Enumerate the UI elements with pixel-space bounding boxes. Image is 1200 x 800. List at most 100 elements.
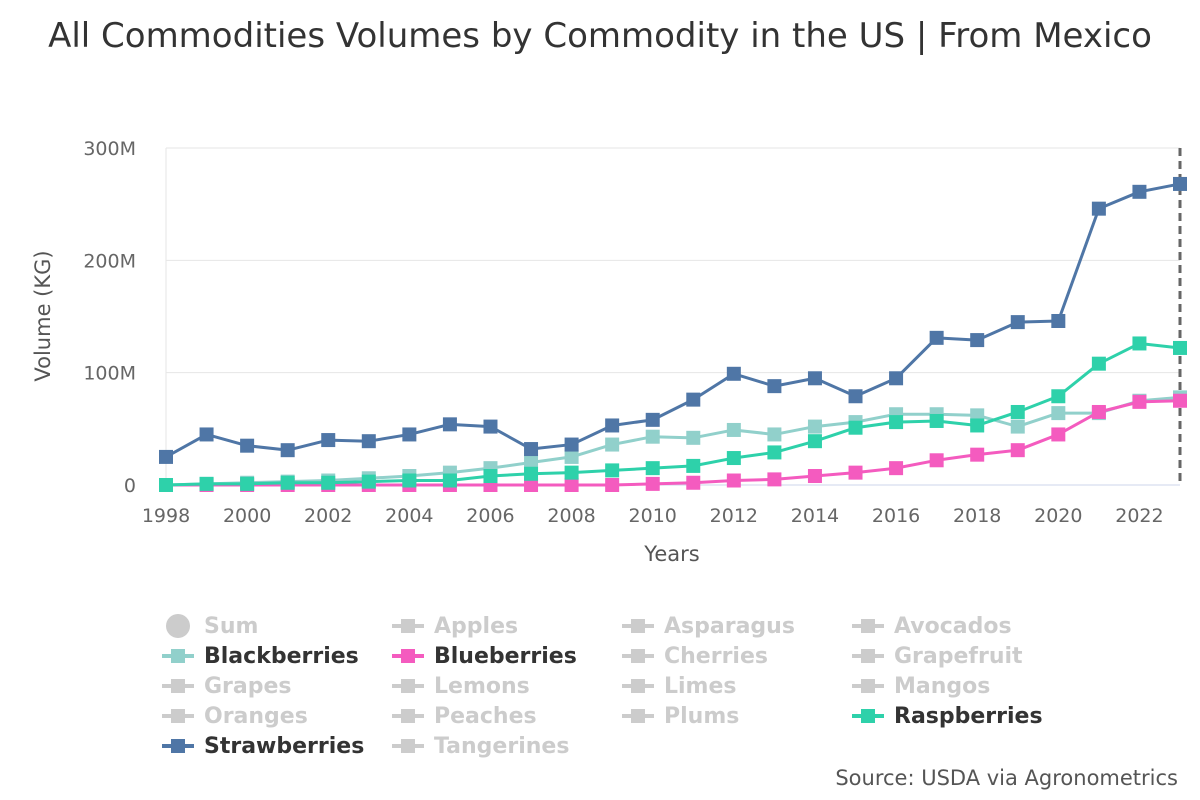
data-point[interactable]	[889, 371, 904, 386]
data-point[interactable]	[929, 330, 944, 345]
data-point[interactable]	[402, 473, 417, 488]
data-point[interactable]	[645, 412, 660, 427]
legend-item-cherries[interactable]: Cherries	[622, 641, 768, 671]
data-point[interactable]	[929, 453, 944, 468]
data-point[interactable]	[767, 445, 782, 460]
data-point[interactable]	[970, 447, 985, 462]
data-point[interactable]	[807, 419, 822, 434]
data-point[interactable]	[767, 427, 782, 442]
chart-source[interactable]: Source: USDA via Agronometrics	[835, 766, 1178, 790]
data-point[interactable]	[807, 434, 822, 449]
data-point[interactable]	[767, 472, 782, 487]
data-point[interactable]	[1091, 356, 1106, 371]
data-point[interactable]	[929, 413, 944, 428]
data-point[interactable]	[767, 379, 782, 394]
data-point[interactable]	[240, 476, 255, 491]
data-point[interactable]	[564, 478, 579, 492]
data-point[interactable]	[240, 438, 255, 453]
data-point[interactable]	[564, 449, 579, 464]
data-point[interactable]	[402, 427, 417, 442]
data-point[interactable]	[1173, 176, 1187, 191]
data-point[interactable]	[361, 474, 376, 489]
data-point[interactable]	[524, 478, 539, 492]
data-point[interactable]	[483, 419, 498, 434]
data-point[interactable]	[442, 473, 457, 488]
legend-item-apples[interactable]: Apples	[392, 611, 518, 641]
legend-item-grapes[interactable]: Grapes	[162, 671, 292, 701]
data-point[interactable]	[807, 469, 822, 484]
data-point[interactable]	[280, 443, 295, 458]
legend-item-strawberries[interactable]: Strawberries	[162, 731, 364, 761]
data-point[interactable]	[686, 430, 701, 445]
data-point[interactable]	[645, 429, 660, 444]
series-line[interactable]	[165, 341, 1181, 487]
data-point[interactable]	[1132, 394, 1147, 409]
legend-item-mangos[interactable]: Mangos	[852, 671, 990, 701]
data-point[interactable]	[645, 476, 660, 491]
legend-item-sum[interactable]: Sum	[162, 611, 258, 641]
data-point[interactable]	[1010, 443, 1025, 458]
data-point[interactable]	[524, 442, 539, 457]
legend-item-blackberries[interactable]: Blackberries	[162, 641, 359, 671]
data-point[interactable]	[1091, 201, 1106, 216]
data-point[interactable]	[321, 433, 336, 448]
data-point[interactable]	[1051, 427, 1066, 442]
data-point[interactable]	[726, 422, 741, 437]
legend-item-raspberries[interactable]: Raspberries	[852, 701, 1043, 731]
data-point[interactable]	[605, 463, 620, 478]
data-point[interactable]	[686, 392, 701, 407]
legend-item-tangerines[interactable]: Tangerines	[392, 731, 569, 761]
data-point[interactable]	[1010, 419, 1025, 434]
data-point[interactable]	[361, 434, 376, 449]
legend-item-blueberries[interactable]: Blueberries	[392, 641, 577, 671]
data-point[interactable]	[605, 418, 620, 433]
legend-item-lemons[interactable]: Lemons	[392, 671, 530, 701]
data-point[interactable]	[564, 437, 579, 452]
legend-item-asparagus[interactable]: Asparagus	[622, 611, 795, 641]
data-point[interactable]	[1091, 404, 1106, 419]
data-point[interactable]	[848, 420, 863, 435]
legend-item-grapefruit[interactable]: Grapefruit	[852, 641, 1023, 671]
data-point[interactable]	[889, 415, 904, 430]
series-raspberries[interactable]	[159, 336, 1187, 492]
data-point[interactable]	[970, 333, 985, 348]
legend-item-avocados[interactable]: Avocados	[852, 611, 1012, 641]
data-point[interactable]	[605, 437, 620, 452]
data-point[interactable]	[1010, 404, 1025, 419]
data-point[interactable]	[889, 461, 904, 476]
data-point[interactable]	[159, 449, 173, 464]
data-point[interactable]	[280, 475, 295, 490]
legend-item-oranges[interactable]: Oranges	[162, 701, 308, 731]
data-point[interactable]	[1173, 393, 1187, 408]
data-point[interactable]	[848, 465, 863, 480]
series-strawberries[interactable]	[159, 176, 1187, 464]
data-point[interactable]	[686, 458, 701, 473]
data-point[interactable]	[442, 417, 457, 432]
data-point[interactable]	[483, 469, 498, 484]
data-point[interactable]	[524, 455, 539, 470]
data-point[interactable]	[564, 465, 579, 480]
data-point[interactable]	[199, 476, 214, 491]
data-point[interactable]	[1051, 313, 1066, 328]
data-point[interactable]	[726, 366, 741, 381]
data-point[interactable]	[1173, 340, 1187, 355]
data-point[interactable]	[686, 475, 701, 490]
data-point[interactable]	[970, 418, 985, 433]
data-point[interactable]	[605, 478, 620, 492]
data-point[interactable]	[199, 427, 214, 442]
data-point[interactable]	[159, 478, 173, 492]
data-point[interactable]	[726, 451, 741, 466]
data-point[interactable]	[807, 371, 822, 386]
data-point[interactable]	[726, 473, 741, 488]
data-point[interactable]	[848, 389, 863, 404]
data-point[interactable]	[321, 475, 336, 490]
data-point[interactable]	[645, 461, 660, 476]
data-point[interactable]	[524, 466, 539, 481]
data-point[interactable]	[1132, 184, 1147, 199]
data-point[interactable]	[1051, 406, 1066, 421]
series-line[interactable]	[165, 182, 1181, 459]
data-point[interactable]	[1132, 336, 1147, 351]
legend-item-plums[interactable]: Plums	[622, 701, 739, 731]
legend-item-peaches[interactable]: Peaches	[392, 701, 537, 731]
data-point[interactable]	[1010, 315, 1025, 330]
